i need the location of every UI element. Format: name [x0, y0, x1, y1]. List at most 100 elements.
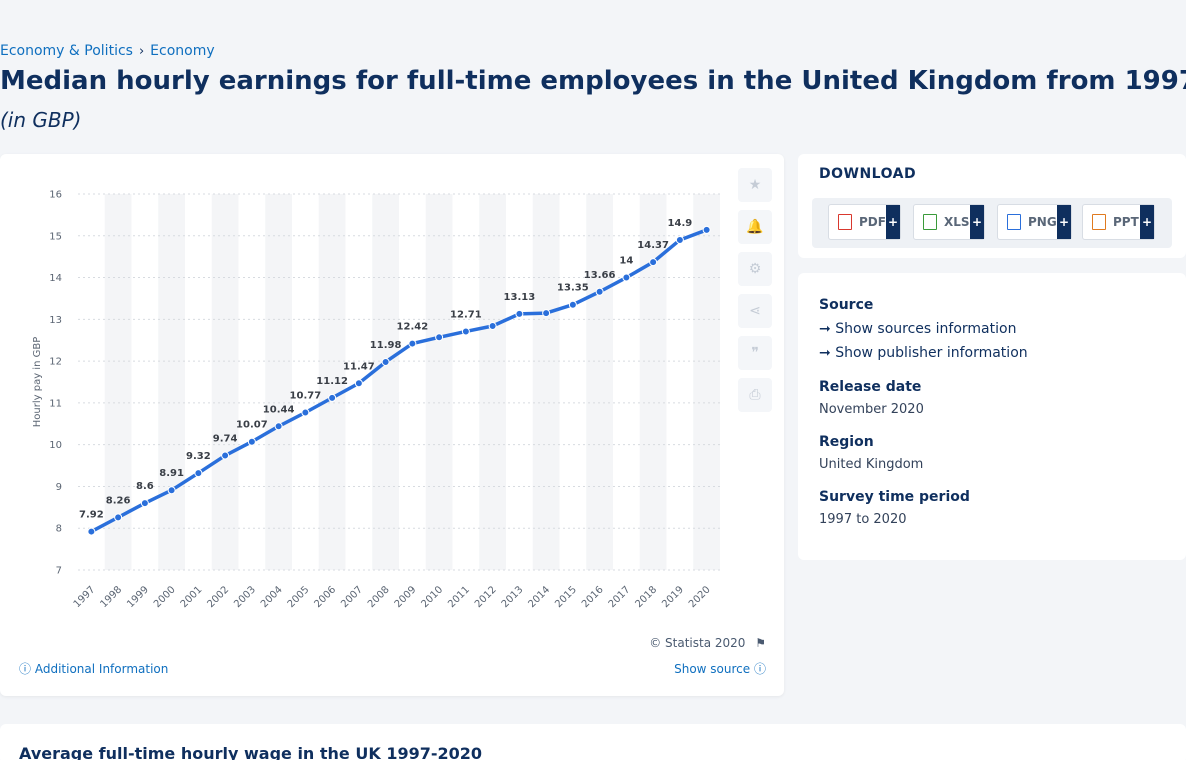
notify-button[interactable]: 🔔: [738, 210, 772, 244]
y-tick-label: 14: [49, 273, 62, 284]
column-band: [586, 194, 613, 570]
related-heading[interactable]: Average full-time hourly wage in the UK …: [19, 744, 483, 760]
print-icon: ⎙: [749, 387, 761, 403]
additional-information-link[interactable]: ⓘ Additional Information: [19, 660, 168, 677]
show-source-link[interactable]: Show source ⓘ: [674, 660, 766, 677]
share-button[interactable]: ⋖: [738, 294, 772, 328]
download-buttons: PDF + XLS + PNG + PPT +: [812, 198, 1172, 248]
print-button[interactable]: ⎙: [738, 378, 772, 412]
data-label: 14.37: [637, 240, 669, 251]
y-tick-label: 12: [49, 357, 62, 368]
plus-icon: +: [970, 205, 984, 239]
x-tick-label: 2000: [152, 584, 178, 610]
x-tick-label: 2008: [366, 584, 392, 610]
data-label: 14: [619, 256, 633, 267]
data-label: 8.91: [159, 468, 184, 479]
y-tick-label: 11: [49, 398, 62, 409]
data-label: 12.71: [450, 309, 482, 320]
data-point: [622, 273, 631, 282]
flag-icon[interactable]: ⚑: [755, 636, 766, 650]
x-tick-label: 2012: [473, 584, 499, 610]
x-tick-label: 2010: [419, 584, 445, 610]
download-xls-label: XLS: [944, 215, 970, 229]
data-point: [702, 225, 711, 234]
download-png-label: PNG: [1028, 215, 1057, 229]
x-tick-label: 2005: [286, 584, 312, 610]
download-xls-button[interactable]: XLS +: [913, 204, 985, 240]
arrow-right-icon: ➞: [819, 321, 831, 337]
data-label: 10.07: [236, 420, 268, 431]
x-tick-label: 2001: [179, 584, 205, 610]
data-label: 11.98: [370, 340, 402, 351]
page-title: Median hourly earnings for full-time emp…: [0, 66, 1186, 96]
data-label: 10.44: [263, 404, 295, 415]
favorite-button[interactable]: ★: [738, 168, 772, 202]
cite-button[interactable]: ❞: [738, 336, 772, 370]
x-tick-label: 2013: [500, 584, 526, 610]
y-tick-label: 8: [56, 524, 62, 535]
download-ppt-button[interactable]: PPT +: [1082, 204, 1155, 240]
column-band: [158, 194, 185, 570]
data-point: [167, 486, 176, 495]
x-tick-label: 2018: [633, 584, 659, 610]
breadcrumb: Economy & Politics › Economy: [0, 43, 215, 59]
release-date-label: Release date: [819, 379, 922, 395]
data-label: 7.92: [79, 510, 104, 521]
download-png-button[interactable]: PNG +: [997, 204, 1072, 240]
data-label: 13.13: [504, 292, 536, 303]
x-tick-label: 2003: [232, 584, 258, 610]
data-point: [221, 451, 230, 460]
source-label: Source: [819, 297, 874, 313]
data-label: 8.6: [136, 481, 154, 492]
show-publisher-label: Show publisher information: [835, 345, 1028, 361]
y-tick-label: 16: [49, 190, 62, 201]
y-tick-label: 15: [49, 231, 62, 242]
share-icon: ⋖: [749, 303, 761, 319]
png-file-icon: [1007, 214, 1021, 230]
star-icon: ★: [748, 177, 762, 193]
settings-button[interactable]: ⚙: [738, 252, 772, 286]
data-point: [568, 300, 577, 309]
data-point: [435, 333, 444, 342]
data-point: [354, 379, 363, 388]
data-label: 13.35: [557, 283, 589, 294]
series-line: [89, 228, 709, 534]
x-tick-label: 2009: [393, 584, 419, 610]
data-point: [408, 339, 417, 348]
survey-period-label: Survey time period: [819, 489, 970, 505]
x-tick-label: 2017: [607, 584, 633, 610]
y-tick-label: 13: [49, 315, 62, 326]
survey-period-value: 1997 to 2020: [819, 512, 907, 527]
plus-icon: +: [886, 205, 900, 239]
x-tick-label: 2002: [205, 584, 231, 610]
column-band: [265, 194, 292, 570]
plus-icon: +: [1140, 205, 1154, 239]
ppt-file-icon: [1092, 214, 1106, 230]
show-sources-link[interactable]: ➞ Show sources information: [819, 321, 1016, 337]
x-tick-label: 2016: [580, 584, 606, 610]
show-publisher-link[interactable]: ➞ Show publisher information: [819, 345, 1028, 361]
download-pdf-button[interactable]: PDF +: [828, 204, 901, 240]
data-point: [301, 408, 310, 417]
additional-information-label: Additional Information: [34, 662, 169, 676]
region-label: Region: [819, 434, 874, 450]
x-tick-label: 2020: [687, 584, 713, 610]
data-point: [114, 513, 123, 522]
breadcrumb-link-economy[interactable]: Economy: [150, 43, 215, 59]
data-point: [247, 437, 256, 446]
region-value: United Kingdom: [819, 457, 924, 472]
download-ppt-label: PPT: [1113, 215, 1139, 229]
data-point: [194, 469, 203, 478]
y-axis-label: Hourly pay in GBP: [32, 337, 43, 427]
plus-icon: +: [1057, 205, 1071, 239]
data-point: [515, 309, 524, 318]
data-label: 9.74: [213, 434, 238, 445]
column-band: [104, 194, 132, 570]
x-tick-label: 1998: [98, 584, 124, 610]
x-tick-label: 2004: [259, 584, 285, 610]
data-label: 11.12: [316, 376, 348, 387]
breadcrumb-link-economy-politics[interactable]: Economy & Politics: [0, 43, 133, 59]
data-point: [542, 309, 551, 318]
column-band: [372, 194, 399, 570]
